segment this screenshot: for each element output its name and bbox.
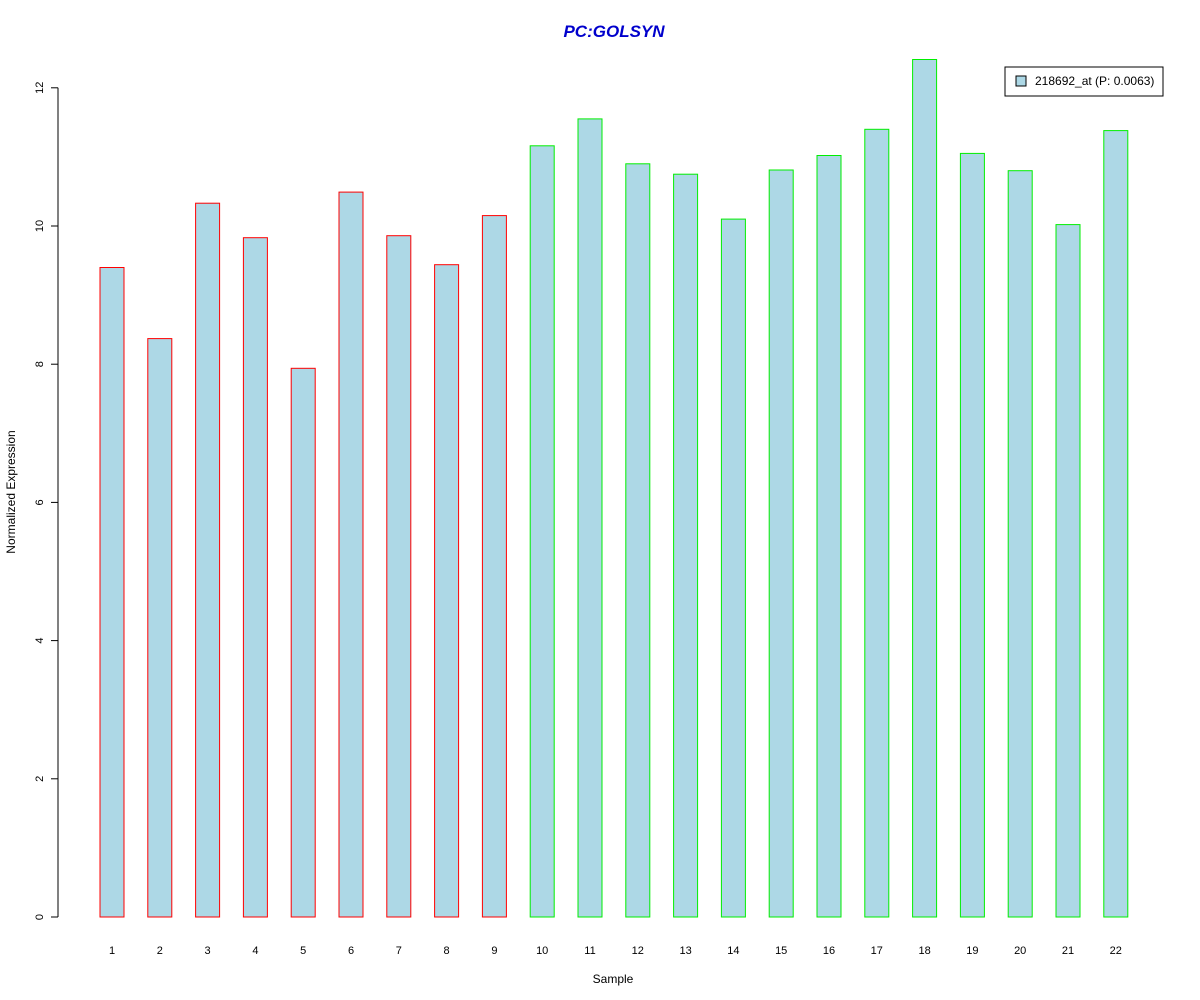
bar-sample-22 [1103, 130, 1129, 918]
x-tick-label: 9 [491, 945, 497, 957]
bar-sample-1 [99, 267, 125, 918]
x-tick-label: 5 [300, 945, 306, 957]
x-tick-label: 8 [444, 945, 450, 957]
x-tick-label: 15 [775, 945, 787, 957]
y-tick-label: 8 [34, 361, 46, 367]
x-tick-label: 2 [157, 945, 163, 957]
bar-sample-20 [1007, 170, 1033, 918]
bars [99, 59, 1129, 918]
x-tick-label: 19 [966, 945, 978, 957]
bar-sample-7 [386, 235, 412, 918]
chart-title: PC:GOLSYN [563, 22, 665, 41]
bar-sample-13 [673, 173, 699, 918]
y-tick-label: 0 [34, 914, 46, 920]
x-tick-label: 20 [1014, 945, 1026, 957]
y-tick-label: 6 [34, 499, 46, 505]
x-tick-label: 17 [871, 945, 883, 957]
y-tick-label: 2 [34, 776, 46, 782]
x-axis-tick-labels: 1 2 3 4 5 6 7 8 9 10 11 12 13 14 15 16 17 18 19 20 21 22 [109, 945, 1122, 957]
bar-sample-8 [434, 264, 460, 918]
bar-sample-6 [338, 191, 364, 918]
bar-sample-15 [768, 169, 794, 918]
y-axis: 0 2 4 6 8 10 12 [34, 82, 59, 920]
x-tick-label: 3 [205, 945, 211, 957]
x-axis-label: Sample [593, 972, 634, 986]
bar-sample-11 [577, 118, 603, 918]
bar-sample-4 [242, 237, 268, 918]
x-tick-label: 12 [632, 945, 644, 957]
x-tick-label: 14 [727, 945, 739, 957]
x-tick-label: 22 [1110, 945, 1122, 957]
bar-sample-10 [529, 145, 555, 918]
legend-box [1004, 66, 1164, 97]
x-tick-label: 4 [252, 945, 258, 957]
x-tick-label: 13 [679, 945, 691, 957]
x-tick-label: 1 [109, 945, 115, 957]
x-tick-label: 16 [823, 945, 835, 957]
bar-sample-3 [195, 202, 221, 918]
y-tick-label: 12 [34, 82, 46, 94]
bar-sample-16 [816, 155, 842, 918]
x-tick-label: 6 [348, 945, 354, 957]
x-tick-label: 10 [536, 945, 548, 957]
x-tick-label: 18 [918, 945, 930, 957]
bar-sample-9 [481, 215, 507, 918]
legend: 218692_at (P: 0.0063) [1004, 66, 1164, 97]
x-tick-label: 7 [396, 945, 402, 957]
y-axis-label: Normalized Expression [4, 430, 18, 553]
bar-sample-5 [290, 367, 316, 918]
y-tick-label: 4 [34, 638, 46, 644]
bar-sample-21 [1055, 224, 1081, 918]
legend-label: 218692_at (P: 0.0063) [1035, 74, 1154, 88]
bar-sample-17 [864, 128, 890, 918]
bar-sample-12 [625, 163, 651, 918]
bar-sample-19 [959, 152, 985, 918]
bar-sample-14 [720, 218, 746, 918]
x-tick-label: 11 [584, 945, 595, 957]
y-tick-label: 10 [34, 220, 46, 232]
legend-swatch [1015, 75, 1027, 87]
bar-sample-2 [147, 338, 173, 918]
bar-sample-18 [912, 59, 938, 918]
x-tick-label: 21 [1062, 945, 1074, 957]
